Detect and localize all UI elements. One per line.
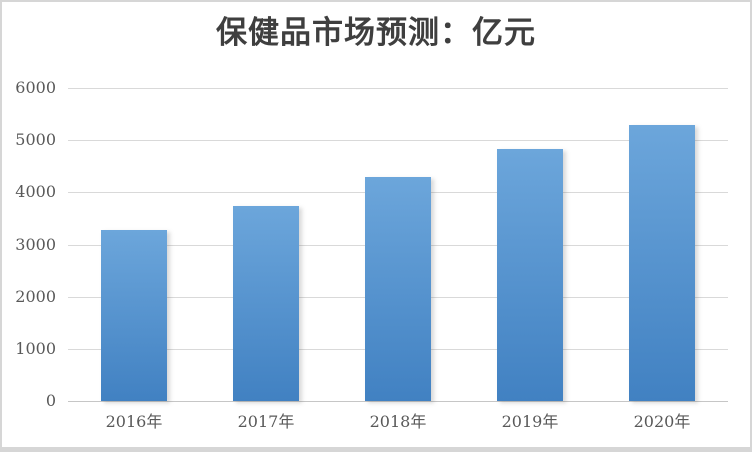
x-tick-label-2016年: 2016年 [105,412,163,431]
y-tick-label-6000: 6000 [15,78,56,97]
x-tick-label-2017年: 2017年 [237,412,295,431]
y-gridline-5000 [68,140,728,142]
x-tick-label-2020年: 2020年 [633,412,691,431]
y-tick-label-2000: 2000 [15,286,56,306]
bar-2018年 [365,176,431,401]
y-gridline-6000 [68,88,728,89]
x-tick-label-2019年: 2019年 [501,412,559,431]
y-tick-label-5000: 5000 [15,130,56,150]
bar-2017年 [233,206,299,401]
x-tick-label-2018年: 2018年 [369,412,427,431]
y-tick-label-4000: 4000 [15,182,56,202]
y-tick-label-1000: 1000 [15,338,56,358]
plot-area [68,88,728,402]
chart-title: 保健品市场预测：亿元 [216,15,536,51]
y-tick-label-3000: 3000 [15,234,56,254]
bar-2019年 [497,148,563,401]
y-gridline-0 [68,401,728,402]
bar-2020年 [629,124,695,401]
y-tick-label-0: 0 [45,391,56,410]
bar-2016年 [101,230,167,401]
